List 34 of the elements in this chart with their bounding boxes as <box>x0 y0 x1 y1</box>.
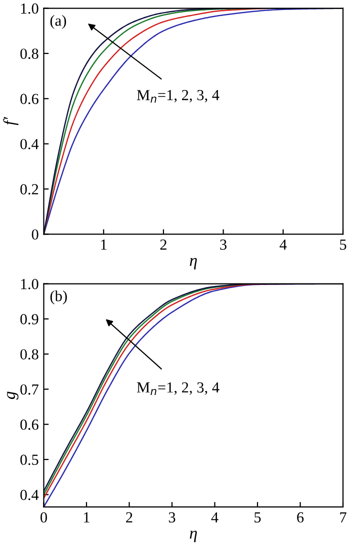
y-tick-label: 0.7 <box>20 384 38 395</box>
y-tick-label: 0.8 <box>20 349 38 360</box>
x-tick-label: 3 <box>168 512 176 523</box>
annotation: M$_{n}$=1, 2, 3, 4 <box>136 382 220 395</box>
y-tick-label: 0.6 <box>20 94 38 104</box>
x-tick-label: 5 <box>340 240 346 250</box>
annotation: (b) <box>50 290 67 304</box>
y-tick-label: 1.0 <box>21 3 38 14</box>
x-tick-label: 2 <box>126 512 132 522</box>
x-tick-label: 1 <box>84 512 90 522</box>
y-tick-label: 0.9 <box>20 314 38 324</box>
y-tick-label: 0.4 <box>20 490 39 500</box>
x-tick-label: 6 <box>297 512 304 523</box>
x-tick-label: 5 <box>254 512 261 523</box>
y-tick-label: 0 <box>32 229 38 240</box>
y-tick-label: 0.4 <box>20 138 39 150</box>
y-tick-label: 0.6 <box>20 419 38 430</box>
x-tick-label: 4 <box>211 512 218 522</box>
y-axis-title: g <box>7 392 18 400</box>
x-axis-title: η <box>190 530 197 542</box>
x-tick-label: 7 <box>340 512 346 522</box>
x-tick-label: 4 <box>280 240 287 250</box>
y-tick-label: 0.2 <box>20 184 38 195</box>
x-axis-title: η <box>190 258 197 270</box>
x-tick-label: 3 <box>220 240 227 250</box>
y-tick-label: 0.5 <box>20 454 38 465</box>
annotation: (a) <box>50 15 66 29</box>
x-tick-label: 2 <box>160 240 166 250</box>
x-tick-label: 1 <box>101 240 107 250</box>
y-axis-title: f′ <box>3 116 18 126</box>
y-tick-label: 1.0 <box>21 278 38 290</box>
y-tick-label: 0.8 <box>20 48 38 59</box>
x-tick-label: 0 <box>40 512 47 523</box>
annotation: M$_{n}$=1, 2, 3, 4 <box>136 90 220 103</box>
